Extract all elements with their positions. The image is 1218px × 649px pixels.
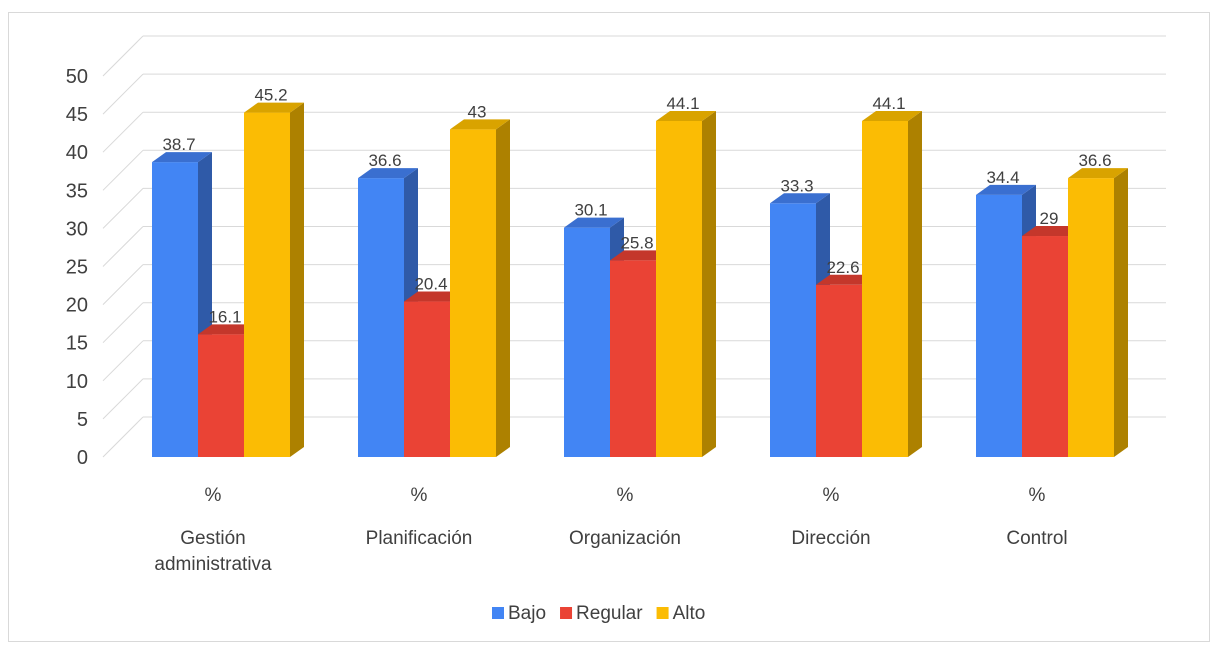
- category-label: Control: [1006, 528, 1067, 549]
- gridline-diagonal: [102, 111, 144, 153]
- gridline-diagonal: [102, 264, 144, 305]
- bar: [152, 162, 198, 457]
- bar: [656, 120, 702, 457]
- data-label: 30.1: [574, 201, 607, 220]
- data-label: 38.7: [162, 135, 195, 154]
- data-label: 22.6: [826, 258, 859, 277]
- bar-top: [244, 102, 304, 113]
- gridline-diagonal: [102, 73, 144, 115]
- bar: [198, 334, 244, 457]
- data-label: 44.1: [872, 94, 905, 113]
- data-label: 34.4: [986, 168, 1019, 187]
- bar-top: [656, 110, 716, 121]
- bar: [1022, 236, 1068, 457]
- legend-swatch: [492, 607, 504, 619]
- bar-top: [976, 184, 1036, 195]
- category-unit-label: %: [411, 485, 428, 506]
- y-tick-label: 30: [66, 218, 88, 240]
- data-label: 36.6: [368, 151, 401, 170]
- bar-top: [1022, 226, 1082, 237]
- y-tick-label: 20: [66, 295, 88, 317]
- bar: [816, 284, 862, 457]
- y-tick-label: 40: [66, 142, 88, 164]
- legend-label: Alto: [673, 603, 706, 624]
- bar: [564, 227, 610, 457]
- gridline-diagonal: [102, 149, 144, 191]
- y-tick-label: 0: [77, 447, 88, 469]
- category-label: administrativa: [154, 554, 272, 575]
- y-tick-label: 15: [66, 333, 88, 355]
- data-label: 25.8: [620, 233, 653, 252]
- bar-side: [1114, 168, 1128, 457]
- legend-swatch: [656, 607, 669, 619]
- category-unit-label: %: [617, 485, 634, 506]
- bar: [358, 178, 404, 457]
- bar-side: [702, 110, 716, 457]
- category-label: Planificación: [366, 528, 473, 549]
- data-label: 33.3: [780, 176, 813, 195]
- gridline-diagonal: [102, 35, 144, 77]
- bar-side: [290, 102, 304, 458]
- gridline-diagonal: [102, 302, 144, 344]
- bar: [862, 120, 908, 457]
- category-label: Dirección: [791, 528, 870, 549]
- bar-top: [450, 119, 510, 130]
- bar-top: [816, 274, 876, 285]
- bar: [610, 260, 656, 457]
- y-tick-label: 10: [66, 371, 88, 393]
- bar-side: [908, 110, 922, 457]
- category-label: Gestión: [180, 528, 245, 549]
- gridline-diagonal: [102, 226, 144, 267]
- gridline-diagonal: [102, 188, 144, 229]
- data-label: 44.1: [666, 94, 699, 113]
- bar-top: [358, 168, 418, 179]
- category-unit-label: %: [1029, 485, 1046, 506]
- data-label: 16.1: [208, 307, 241, 326]
- data-label: 29: [1040, 209, 1059, 228]
- data-label: 36.6: [1078, 151, 1111, 170]
- bar-top: [152, 152, 212, 163]
- category-label: Organización: [569, 528, 681, 549]
- y-tick-label: 5: [77, 409, 88, 431]
- category-unit-label: %: [823, 485, 840, 506]
- y-tick-label: 45: [66, 104, 88, 126]
- bar-top: [770, 193, 830, 204]
- bar: [450, 129, 496, 457]
- bar-top: [404, 291, 464, 302]
- bar-top: [610, 250, 670, 261]
- category-unit-label: %: [205, 485, 222, 506]
- y-tick-label: 35: [66, 180, 88, 202]
- y-tick-label: 25: [66, 257, 88, 279]
- bar-top: [1068, 168, 1128, 179]
- data-label: 20.4: [414, 275, 447, 294]
- bar: [1068, 178, 1114, 457]
- y-tick-label: 50: [66, 66, 88, 88]
- bar: [976, 194, 1022, 457]
- bar: [770, 203, 816, 457]
- bar-top: [198, 324, 258, 335]
- data-label: 45.2: [254, 86, 287, 105]
- legend-swatch: [560, 607, 573, 619]
- legend-label: Bajo: [508, 603, 546, 624]
- legend-label: Regular: [576, 603, 643, 624]
- gridline-diagonal: [102, 340, 144, 382]
- bar-top: [564, 217, 624, 228]
- gridline-diagonal: [102, 378, 144, 420]
- bar-side: [496, 119, 510, 457]
- bar-top: [862, 110, 922, 121]
- gridline-diagonal: [102, 416, 144, 458]
- bar: [244, 112, 290, 458]
- bar: [404, 301, 450, 457]
- data-label: 43: [468, 102, 487, 121]
